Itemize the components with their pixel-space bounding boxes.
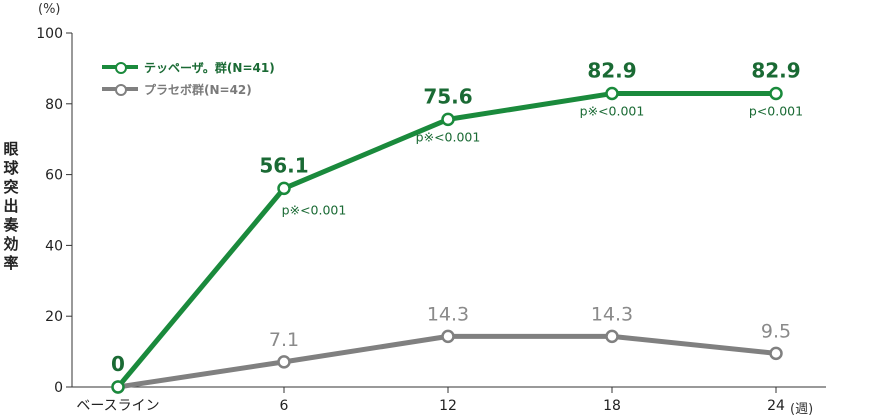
series-0-point <box>277 181 291 196</box>
p-value-label: p<0.001 <box>749 104 803 119</box>
y-tick-label: 80 <box>45 97 63 113</box>
legend-swatch-teprotumumab <box>102 60 138 74</box>
x-tick-label: 6 <box>280 398 289 414</box>
p-value-label: p※<0.001 <box>580 104 645 119</box>
value-label-teprotumumab: 75.6 <box>423 84 472 108</box>
y-tick-label: 40 <box>45 238 63 254</box>
legend: テッペーザ。群(N=41) プラセボ群(N=42) <box>102 56 275 100</box>
series-1-point <box>441 329 455 344</box>
x-unit-label: (週) <box>790 402 814 417</box>
legend-label-teprotumumab: テッペーザ。群(N=41) <box>144 60 275 75</box>
value-label-teprotumumab: 56.1 <box>259 153 308 177</box>
series-0-point <box>111 380 125 394</box>
series-1-point <box>769 346 783 361</box>
value-label-placebo: 14.3 <box>591 303 633 325</box>
legend-item-placebo: プラセボ群(N=42) <box>102 78 275 100</box>
legend-label-placebo: プラセボ群(N=42) <box>144 82 252 97</box>
value-label-placebo: 7.1 <box>269 329 299 351</box>
x-tick-label: 12 <box>439 398 457 414</box>
y-axis-title: 眼球突出奏効率 <box>3 140 19 272</box>
legend-item-teprotumumab: テッペーザ。群(N=41) <box>102 56 275 78</box>
value-label-placebo: 14.3 <box>427 303 469 325</box>
value-label-teprotumumab: 82.9 <box>587 59 636 83</box>
series-1-point <box>605 329 619 344</box>
legend-swatch-placebo <box>102 82 138 96</box>
x-tick-label: 18 <box>603 398 621 414</box>
series-1-point <box>277 355 291 369</box>
y-unit-label: (%) <box>38 2 61 17</box>
series-0-point <box>769 86 783 101</box>
value-label-teprotumumab: 0 <box>111 352 125 376</box>
series-0-point <box>441 112 455 127</box>
p-value-label: p※<0.001 <box>282 202 347 217</box>
y-tick-label: 20 <box>45 309 63 325</box>
value-label-placebo: 9.5 <box>761 320 791 342</box>
y-tick-label: 0 <box>54 380 63 396</box>
x-tick-label: 24 <box>767 398 785 414</box>
x-tick-label: ベースライン <box>76 398 159 414</box>
p-value-label: p※<0.001 <box>416 129 481 144</box>
y-tick-label: 100 <box>36 26 63 42</box>
value-label-teprotumumab: 82.9 <box>751 59 800 83</box>
y-tick-label: 60 <box>45 168 63 184</box>
series-0-point <box>605 86 619 101</box>
series-line-1 <box>115 333 779 390</box>
